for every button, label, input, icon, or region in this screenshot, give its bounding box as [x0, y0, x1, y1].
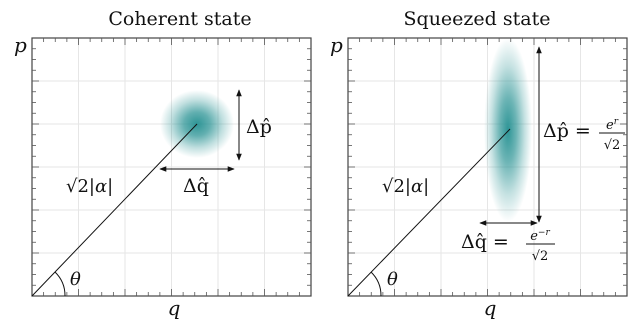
amplitude-label: √2|α| — [382, 176, 429, 197]
axis-ticks — [348, 38, 627, 296]
angle-label: θ — [387, 269, 398, 290]
delta-p-label: Δp̂ — [246, 116, 272, 138]
delta-p-numerator: er — [606, 117, 619, 133]
amplitude-label: √2|α| — [66, 176, 113, 197]
angle-arc — [54, 271, 66, 297]
delta-p-denominator: √2 — [604, 138, 621, 153]
p-axis-label: p — [330, 33, 343, 57]
squeezed-state-blob — [484, 38, 532, 222]
delta-q-label: Δq̂ — [183, 175, 209, 197]
amplitude-vector — [347, 128, 511, 297]
delta-q-numerator: e−r — [530, 228, 550, 244]
angle-label: θ — [70, 269, 81, 290]
delta-p-label: Δp̂ = — [543, 120, 591, 142]
angle-arc — [370, 271, 382, 297]
panel-title-squeezed: Squeezed state — [404, 8, 551, 30]
grid — [348, 38, 627, 296]
grid — [32, 38, 311, 296]
panel-squeezed: Squeezed state p q θ √2|α| Δp̂ = er √2 Δ… — [330, 8, 628, 320]
amplitude-vector — [31, 123, 198, 297]
delta-q-denominator: √2 — [532, 249, 549, 264]
delta-p-fraction: er √2 — [599, 117, 625, 153]
panel-title-coherent: Coherent state — [108, 8, 251, 30]
panel-coherent: Coherent state p q θ √2|α| Δp̂ Δq̂ — [14, 8, 312, 320]
q-axis-label: q — [168, 296, 181, 320]
delta-q-label: Δq̂ = — [461, 231, 509, 253]
p-axis-label: p — [14, 33, 27, 57]
q-axis-label: q — [484, 296, 497, 320]
axis-ticks — [32, 38, 311, 296]
delta-q-fraction: e−r √2 — [526, 228, 555, 264]
